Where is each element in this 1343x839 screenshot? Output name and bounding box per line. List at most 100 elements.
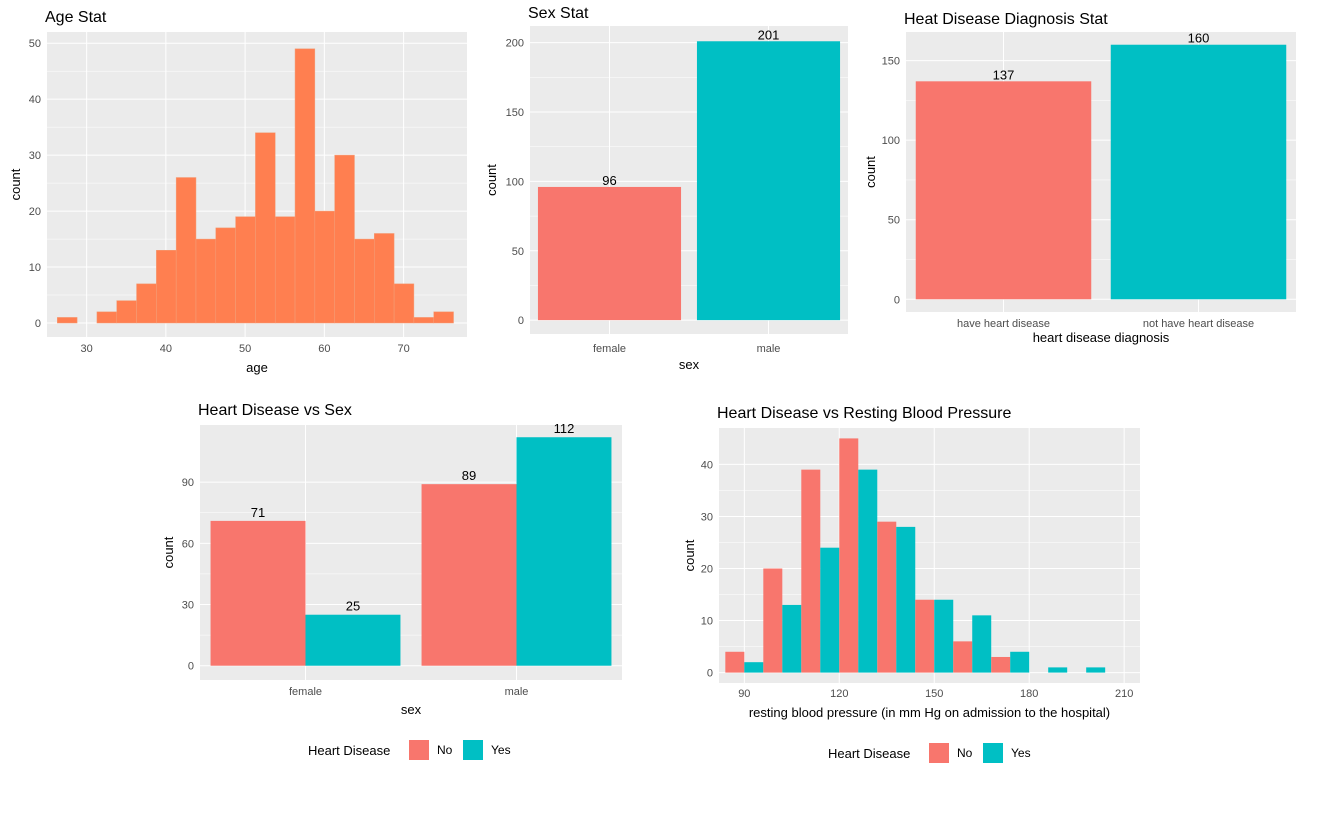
legend-label: Yes bbox=[1011, 746, 1031, 760]
bar bbox=[57, 317, 78, 324]
y-axis-title: count bbox=[161, 536, 176, 568]
x-tick-label: 70 bbox=[397, 343, 409, 355]
bar-yes bbox=[782, 604, 802, 673]
bar-yes bbox=[1086, 667, 1106, 673]
chart-title: Heart Disease vs Resting Blood Pressure bbox=[717, 405, 1011, 422]
bar-no bbox=[763, 568, 783, 673]
bar-male-no bbox=[421, 484, 517, 666]
x-tick-label: male bbox=[757, 343, 781, 355]
bar bbox=[255, 132, 276, 324]
legend-key-yes bbox=[983, 743, 1003, 763]
bar-yes bbox=[1010, 651, 1030, 673]
y-axis-title: count bbox=[863, 156, 878, 188]
y-tick-label: 50 bbox=[29, 38, 41, 50]
x-tick-label: 180 bbox=[1020, 688, 1038, 700]
y-axis-title: count bbox=[8, 168, 23, 200]
bar-have-heart-disease bbox=[915, 81, 1092, 300]
y-tick-label: 40 bbox=[701, 459, 713, 471]
bar-not-have-heart-disease bbox=[1110, 44, 1287, 300]
y-tick-label: 90 bbox=[182, 477, 194, 489]
chart-hdsex: Heart Disease vs Sex 0 30 60 90 count 71 25 fema… bbox=[161, 402, 622, 760]
legend-key-no bbox=[929, 743, 949, 763]
legend-label: No bbox=[957, 746, 973, 760]
y-tick-label: 200 bbox=[506, 38, 524, 50]
bar-no bbox=[725, 651, 745, 673]
legend-title: Heart Disease bbox=[828, 746, 910, 761]
legend-label: Yes bbox=[491, 743, 511, 757]
bar-male bbox=[696, 41, 841, 321]
y-tick-label: 40 bbox=[29, 94, 41, 106]
bar-yes bbox=[744, 662, 764, 673]
chart-title: Sex Stat bbox=[528, 5, 589, 22]
x-tick-label: not have heart disease bbox=[1143, 318, 1254, 330]
bar-no bbox=[915, 599, 935, 673]
bar-no bbox=[991, 656, 1011, 673]
y-tick-label: 150 bbox=[506, 107, 524, 119]
y-tick-label: 0 bbox=[188, 661, 194, 673]
chart-title: Heart Disease vs Sex bbox=[198, 402, 352, 419]
bar bbox=[374, 233, 395, 324]
chart-bp: Heart Disease vs Resting Blood Pressure 0… bbox=[682, 405, 1140, 763]
bar-female bbox=[537, 186, 682, 321]
y-tick-label: 20 bbox=[29, 206, 41, 218]
x-tick-label: 210 bbox=[1115, 688, 1133, 700]
bar bbox=[96, 311, 117, 324]
x-axis-title: sex bbox=[679, 357, 700, 372]
x-tick-label: 120 bbox=[830, 688, 848, 700]
x-tick-label: 90 bbox=[738, 688, 750, 700]
bar bbox=[334, 154, 355, 324]
x-axis-title: sex bbox=[401, 702, 422, 717]
y-tick-label: 10 bbox=[701, 616, 713, 628]
legend-label: No bbox=[437, 743, 453, 757]
y-tick-label: 0 bbox=[707, 668, 713, 680]
x-tick-label: female bbox=[593, 343, 626, 355]
x-tick-label: female bbox=[289, 686, 322, 698]
bar-yes bbox=[972, 615, 992, 673]
bar bbox=[175, 177, 197, 324]
chart-title: Heat Disease Diagnosis Stat bbox=[904, 11, 1108, 28]
bar-yes bbox=[1048, 667, 1068, 673]
bar bbox=[314, 210, 335, 324]
y-tick-label: 0 bbox=[518, 315, 524, 327]
chart-age: Age Stat 0 10 20 30 40 50 count 30 40 50 60 70 age bbox=[8, 9, 467, 375]
bar bbox=[195, 238, 217, 324]
bar-yes bbox=[820, 547, 840, 673]
y-tick-label: 150 bbox=[882, 56, 900, 68]
bar bbox=[433, 311, 454, 324]
data-label: 25 bbox=[346, 599, 360, 614]
y-tick-label: 0 bbox=[35, 318, 41, 330]
x-tick-label: 50 bbox=[239, 343, 251, 355]
bar bbox=[116, 300, 137, 324]
y-tick-label: 30 bbox=[701, 511, 713, 523]
bar-female-yes bbox=[305, 614, 401, 666]
chart-sex: Sex Stat 0 50 100 150 200 count 96 female 201 male… bbox=[484, 5, 848, 372]
chart-diag: Heat Disease Diagnosis Stat 0 50 100 150 coun… bbox=[863, 11, 1296, 345]
legend-key-yes bbox=[463, 740, 483, 760]
y-tick-label: 0 bbox=[894, 294, 900, 306]
bar bbox=[215, 227, 236, 324]
y-tick-label: 20 bbox=[701, 564, 713, 576]
legend-key-no bbox=[409, 740, 429, 760]
bar-yes bbox=[858, 469, 878, 673]
y-tick-label: 10 bbox=[29, 262, 41, 274]
y-tick-label: 50 bbox=[512, 246, 524, 258]
bar bbox=[413, 317, 434, 324]
bar bbox=[156, 250, 177, 324]
chart-title: Age Stat bbox=[45, 9, 107, 26]
y-tick-label: 100 bbox=[882, 135, 900, 147]
bar bbox=[393, 283, 415, 324]
y-axis-title: count bbox=[484, 164, 499, 196]
x-tick-label: 30 bbox=[80, 343, 92, 355]
x-tick-label: have heart disease bbox=[957, 318, 1050, 330]
y-tick-label: 100 bbox=[506, 176, 524, 188]
x-tick-label: 60 bbox=[318, 343, 330, 355]
bar bbox=[274, 216, 296, 324]
y-axis-title: count bbox=[682, 539, 697, 571]
data-label: 160 bbox=[1188, 31, 1210, 46]
bar bbox=[354, 238, 375, 324]
bar-male-yes bbox=[516, 437, 612, 666]
data-label: 112 bbox=[554, 421, 575, 436]
bar bbox=[136, 283, 157, 324]
y-tick-label: 30 bbox=[29, 150, 41, 162]
